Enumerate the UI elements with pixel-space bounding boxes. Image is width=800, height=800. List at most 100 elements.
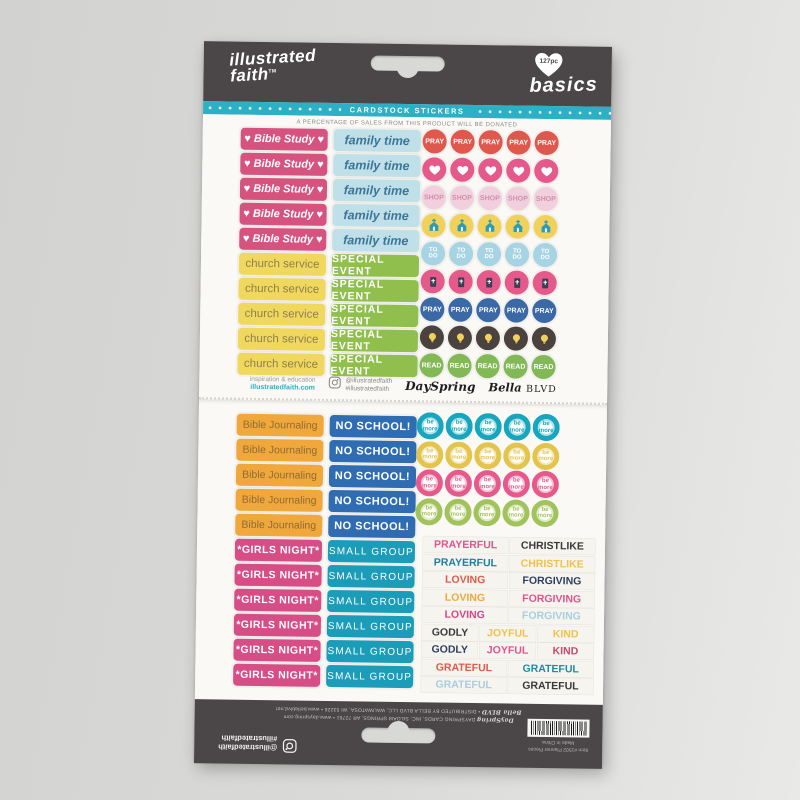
hang-hole-notch: [387, 720, 410, 735]
word-sticker: GRATEFUL: [420, 676, 507, 694]
label-sticker: church service: [237, 327, 326, 351]
barcode-block: Item #1502 Planner Pieces Made in China: [527, 718, 590, 753]
label-sticker: *GIRLS NIGHT*: [234, 563, 322, 587]
package-header: illustrated faithTM 127pc basics: [203, 41, 613, 107]
be-more-sticker: be more: [502, 470, 531, 498]
word-row: PRAYERFUL CHRISTLIKE: [422, 553, 595, 573]
be-more-sticker: be more: [416, 412, 444, 440]
bible-icon: [420, 269, 445, 294]
be-more-sticker: be more: [503, 413, 531, 441]
circle-sticker: TO DO: [476, 242, 502, 267]
sticker-row: *GIRLS NIGHT* SMALL GROUP: [233, 613, 415, 639]
label-sticker: ♥ Bible Study ♥: [239, 227, 327, 251]
bottom-sticker-sheet: Bible Journaling NO SCHOOL! Bible Journali…: [194, 397, 608, 705]
circle-sticker: PRAY: [450, 129, 475, 154]
instagram-icon: [328, 376, 342, 394]
word-sticker: KIND: [537, 625, 594, 643]
be-more-sticker: be more: [502, 498, 530, 527]
word-sticker: FORGIVING: [508, 607, 595, 625]
instagram-handle: @illustratedfaith: [218, 742, 278, 753]
label-sticker: NO SCHOOL!: [329, 439, 417, 464]
top-circle-stickers: PRAY PRAY PRAY PRAY PRAY SHOP SHOP SHOP SHOP SHOP…: [419, 129, 559, 383]
sticker-row: *GIRLS NIGHT* SMALL GROUP: [234, 563, 415, 589]
circle-sticker: PRAY: [448, 297, 473, 322]
church-icon: [421, 213, 446, 238]
circle-sticker: PRAY: [504, 298, 529, 323]
be-more-sticker: be more: [531, 470, 560, 499]
word-sticker: CHRISTLIKE: [509, 555, 595, 573]
word-row: LOVING FORGIVING: [421, 606, 595, 625]
circle-sticker: READ: [447, 353, 472, 378]
circle-sticker: PRAY: [420, 297, 445, 322]
sticker-row: church service SPECIAL EVENT: [238, 302, 419, 328]
label-sticker: SPECIAL EVENT: [331, 328, 419, 353]
back-instagram-block: @illustratedfaith #illustratedfaith: [218, 732, 297, 753]
brand-logo-line2: faithTM: [229, 64, 277, 86]
sticker-row: *GIRLS NIGHT* SMALL GROUP: [234, 538, 416, 564]
be-more-sticker: be more: [474, 413, 502, 441]
word-sticker: PRAYERFUL: [422, 536, 509, 554]
tagline-block: inspiration & education illustratedfaith…: [250, 376, 316, 392]
label-sticker: ♥ Bible Study ♥: [239, 202, 327, 226]
sticker-row: TO DO TO DO TO DO TO DO TO DO: [420, 241, 558, 268]
circle-sticker: READ: [475, 354, 500, 379]
hang-hole-notch: [396, 64, 419, 79]
label-sticker: NO SCHOOL!: [328, 464, 417, 489]
sticker-row: ♥ Bible Study ♥ family time: [239, 177, 421, 203]
sticker-row: church service SPECIAL EVENT: [238, 252, 420, 278]
label-sticker: SPECIAL EVENT: [332, 253, 420, 278]
bulb-icon: [503, 326, 529, 351]
label-sticker: SMALL GROUP: [326, 614, 415, 639]
sticker-row: [421, 213, 558, 240]
product-type-label: CARDSTOCK STICKERS: [340, 105, 474, 116]
be-more-sticker: be more: [473, 469, 502, 498]
dayspring-logo: DaySpring: [405, 379, 476, 395]
label-sticker: *GIRLS NIGHT*: [234, 538, 323, 562]
bulb-icon: [531, 326, 557, 352]
church-icon: [533, 214, 558, 240]
circle-sticker: PRAY: [506, 130, 531, 155]
hang-hole: [370, 55, 445, 79]
word-sticker: PRAYERFUL: [422, 553, 509, 571]
sticker-package: illustrated faithTM 127pc basics CARDSTO…: [193, 41, 613, 769]
label-sticker: Bible Journaling: [235, 463, 324, 487]
heart-icon: [422, 157, 447, 182]
word-sticker: JOYFUL: [479, 642, 536, 659]
label-sticker: *GIRLS NIGHT*: [233, 613, 322, 637]
label-sticker: SMALL GROUP: [327, 589, 415, 614]
be-more-sticker: be more: [474, 441, 502, 469]
sticker-row: [422, 157, 559, 184]
barcode: [527, 718, 590, 738]
circle-sticker: SHOP: [449, 185, 475, 210]
instagram-hashtag: #illustratedfaith: [221, 733, 278, 744]
be-more-sticker: be more: [415, 497, 443, 526]
brand-logo: illustrated faithTM: [229, 46, 317, 86]
label-sticker: *GIRLS NIGHT*: [234, 588, 322, 612]
label-sticker: Bible Journaling: [235, 513, 323, 537]
instagram-icon: [282, 733, 297, 753]
label-sticker: NO SCHOOL!: [328, 489, 416, 514]
be-more-sticker: be more: [444, 498, 472, 526]
heart-icon: [506, 158, 531, 183]
bulb-icon: [419, 325, 445, 350]
be-more-sticker: be more: [445, 412, 473, 440]
sticker-row: [419, 325, 557, 352]
label-sticker: Bible Journaling: [236, 413, 324, 437]
circle-sticker: SHOP: [533, 186, 559, 212]
word-sticker: CHRISTLIKE: [509, 537, 596, 555]
heart-icon: [478, 158, 503, 183]
circle-sticker: PRAY: [422, 129, 447, 154]
word-sticker: GODLY: [421, 623, 479, 641]
word-sticker: FORGIVING: [509, 572, 595, 590]
sticker-row: ♥ Bible Study ♥ family time: [240, 152, 421, 178]
be-more-sticker: be more: [531, 499, 559, 527]
hang-hole-back: [361, 720, 436, 744]
label-sticker: SPECIAL EVENT: [330, 353, 418, 378]
item-number: Item #1502 Planner Pieces: [528, 745, 589, 753]
circle-sticker: PRAY: [478, 130, 503, 155]
bottom-label-stickers: Bible Journaling NO SCHOOL! Bible Journali…: [233, 413, 417, 691]
circle-sticker: TO DO: [448, 241, 474, 266]
circle-sticker: SHOP: [477, 186, 503, 211]
sticker-row: church service SPECIAL EVENT: [237, 352, 418, 378]
sticker-row: ♥ Bible Study ♥ family time: [240, 127, 421, 153]
